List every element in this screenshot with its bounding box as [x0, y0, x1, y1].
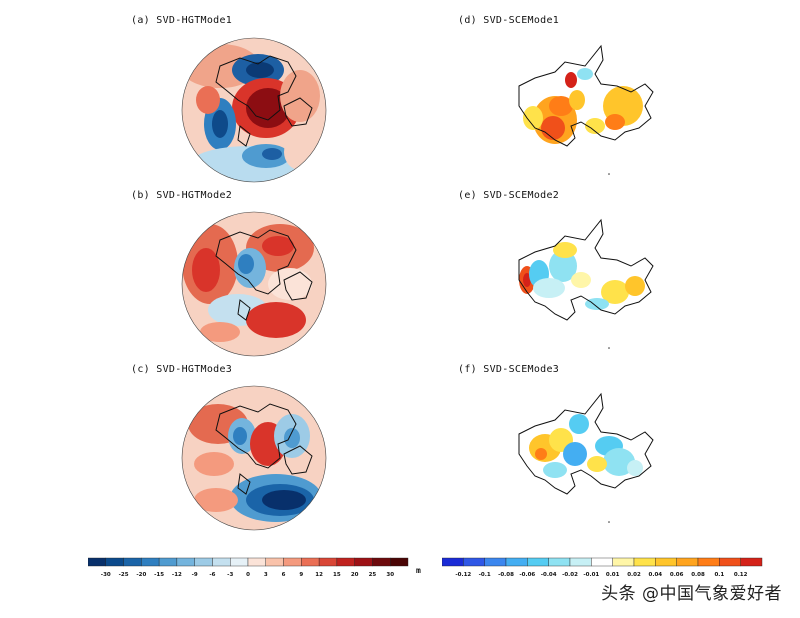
colorbar-swatch — [176, 557, 195, 567]
colorbar-tick-label: 25 — [369, 572, 377, 578]
hgt-mode1-map — [181, 37, 327, 183]
colorbar-swatch — [390, 557, 409, 567]
hgt-colorbar: -30 -25 -20 -15 -12 -9 -6 -3 0 3 6 9 12 15 20 25 30 — [88, 557, 409, 578]
colorbar-tick-label: 30 — [386, 572, 394, 578]
colorbar-tick-label: -15 — [154, 572, 164, 578]
colorbar-swatch — [442, 557, 464, 567]
colorbar-tick-label: -6 — [209, 572, 215, 578]
panel-title-e: (e) SVD-SCEMode2 — [458, 190, 560, 201]
colorbar-tick-label: -0.04 — [541, 572, 557, 578]
colorbar-swatch — [548, 557, 571, 567]
colorbar-swatch — [697, 557, 720, 567]
colorbar-swatch — [301, 557, 320, 567]
colorbar-swatch — [484, 557, 507, 567]
colorbar-tick-label: 15 — [333, 572, 341, 578]
colorbar-tick-label: -12 — [172, 572, 182, 578]
panel-title-b: (b) SVD-HGTMode2 — [131, 190, 233, 201]
colorbar-tick-label: 0.12 — [734, 572, 748, 578]
colorbar-tick-label: -20 — [136, 572, 146, 578]
hgt-colorbar-unit: m — [416, 566, 421, 575]
colorbar-tick-label: 6 — [282, 572, 286, 578]
colorbar-swatch — [354, 557, 373, 567]
colorbar-swatch — [318, 557, 338, 567]
sce-mode1-map — [518, 44, 654, 175]
panel-title-f: (f) SVD-SCEMode3 — [458, 364, 560, 375]
colorbar-tick-label: -0.08 — [498, 572, 514, 578]
colorbar-tick-label: -3 — [227, 572, 233, 578]
colorbar-tick-label: 12 — [315, 572, 323, 578]
colorbar-tick-label: 0.02 — [627, 572, 641, 578]
panel-title-a: (a) SVD-HGTMode1 — [131, 15, 233, 26]
colorbar-tick-label: 0.06 — [670, 572, 684, 578]
colorbar-swatch — [463, 557, 485, 567]
colorbar-tick-label: 0.01 — [606, 572, 620, 578]
colorbar-swatch — [194, 557, 213, 567]
colorbar-swatch — [612, 557, 635, 567]
sce-colorbar: -0.12 -0.1 -0.08 -0.06 -0.04 -0.02 -0.01 0.01 0.… — [442, 557, 763, 578]
colorbar-swatch — [569, 557, 592, 567]
colorbar-tick-label: -25 — [119, 572, 129, 578]
colorbar-swatch — [655, 557, 677, 567]
colorbar-swatch — [740, 557, 763, 567]
colorbar-tick-label: 9 — [299, 572, 303, 578]
colorbar-swatch — [719, 557, 741, 567]
colorbar-swatch — [105, 557, 124, 567]
colorbar-swatch — [123, 557, 142, 567]
colorbar-swatch — [283, 557, 302, 567]
panel-title-c: (c) SVD-HGTMode3 — [131, 364, 233, 375]
colorbar-swatch — [633, 557, 656, 567]
colorbar-swatch — [141, 557, 160, 567]
colorbar-tick-label: 3 — [264, 572, 268, 578]
watermark: 头条 @中国气象爱好者 — [601, 584, 782, 604]
sce-mode3-map — [518, 392, 654, 523]
colorbar-tick-label: -0.1 — [479, 572, 491, 578]
colorbar-tick-label: 0.04 — [649, 572, 663, 578]
colorbar-swatch — [230, 557, 249, 567]
colorbar-tick-label: -9 — [192, 572, 198, 578]
colorbar-tick-label: 0.08 — [691, 572, 705, 578]
colorbar-tick-label: 0.1 — [714, 572, 724, 578]
colorbar-swatch — [158, 557, 178, 567]
hgt-mode3-map — [181, 385, 327, 531]
colorbar-swatch — [505, 557, 528, 567]
colorbar-swatch — [676, 557, 699, 567]
colorbar-swatch — [372, 557, 391, 567]
sce-mode2-map — [518, 218, 654, 349]
colorbar-swatch — [265, 557, 284, 567]
panel-title-d: (d) SVD-SCEMode1 — [458, 15, 560, 26]
colorbar-tick-label: 0 — [246, 572, 250, 578]
colorbar-swatch — [212, 557, 231, 567]
colorbar-tick-label: 20 — [351, 572, 359, 578]
colorbar-tick-label: -0.01 — [583, 572, 599, 578]
colorbar-tick-label: -0.02 — [562, 572, 578, 578]
hgt-mode2-map — [181, 211, 327, 357]
colorbar-tick-label: -0.12 — [455, 572, 471, 578]
colorbar-swatch — [591, 557, 613, 567]
colorbar-swatch — [247, 557, 266, 567]
colorbar-tick-label: -0.06 — [519, 572, 535, 578]
colorbar-swatch — [527, 557, 549, 567]
colorbar-swatch — [88, 557, 106, 567]
colorbar-swatch — [336, 557, 355, 567]
colorbar-tick-label: -30 — [101, 572, 111, 578]
